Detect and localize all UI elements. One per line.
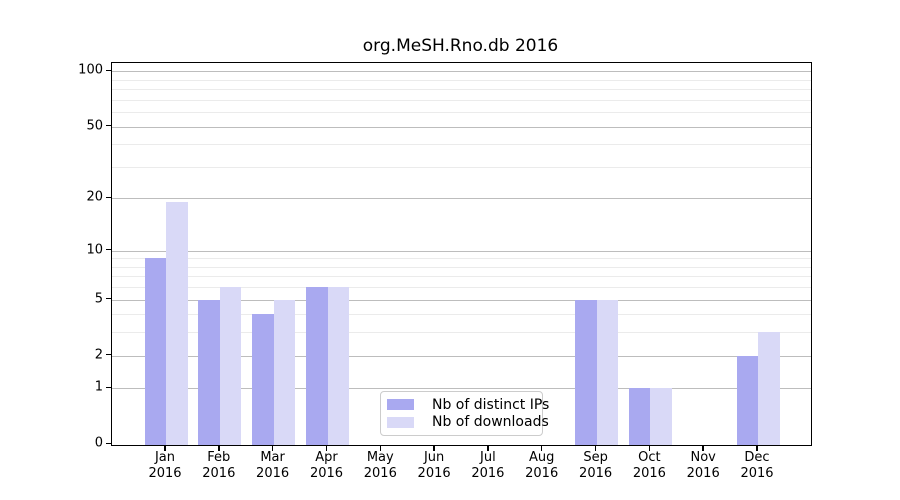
bar-distinct-ips-oct <box>628 388 651 445</box>
bar-distinct-ips-jan <box>144 258 166 445</box>
ytick-label-0: 0 <box>94 435 103 451</box>
bar-distinct-ips-sep <box>575 299 597 445</box>
xtick-mark-aug <box>540 445 543 451</box>
gridline-minor-60 <box>112 112 811 114</box>
gridline-minor-80 <box>112 89 811 91</box>
legend-label-distinct-ips: Nb of distinct IPs <box>432 396 550 413</box>
ytick-label-20: 20 <box>86 189 103 205</box>
ytick-label-10: 10 <box>86 242 103 258</box>
gridline-minor-90 <box>112 79 811 81</box>
ytick-mark-50 <box>106 124 111 127</box>
xtick-label-jan: Jan 2016 <box>148 450 182 481</box>
gridline-major-50 <box>112 126 811 128</box>
bar-downloads-apr <box>327 287 349 445</box>
xtick-mark-oct <box>648 445 651 451</box>
xtick-mark-jul <box>487 445 489 451</box>
bar-distinct-ips-dec <box>736 355 758 445</box>
xtick-mark-may <box>379 445 382 451</box>
xtick-label-sep: Sep 2016 <box>579 450 613 481</box>
ytick-mark-100 <box>106 69 111 72</box>
xtick-label-mar: Mar 2016 <box>256 450 290 481</box>
gridline-major-1 <box>112 388 811 390</box>
xtick-mark-apr <box>325 445 328 451</box>
ytick-mark-2 <box>106 353 111 356</box>
bar-downloads-jan <box>166 202 188 445</box>
xtick-label-aug: Aug 2016 <box>525 450 559 481</box>
xtick-label-jun: Jun 2016 <box>417 450 451 481</box>
legend-item-distinct-ips: Nb of distinct IPs <box>387 396 549 413</box>
bar-downloads-feb <box>219 287 242 445</box>
bar-downloads-oct <box>650 388 672 445</box>
bar-downloads-sep <box>596 299 619 445</box>
xtick-mark-sep <box>594 445 597 451</box>
bar-distinct-ips-apr <box>306 287 328 445</box>
ytick-label-5: 5 <box>94 291 103 307</box>
chart-title: org.MeSH.Rno.db 2016 <box>362 36 559 56</box>
ytick-mark-1 <box>106 386 111 389</box>
ytick-label-2: 2 <box>94 347 103 363</box>
xtick-label-dec: Dec 2016 <box>740 450 774 481</box>
gridline-major-2 <box>112 355 811 357</box>
xtick-mark-mar <box>271 445 274 451</box>
gridline-minor-3 <box>112 332 811 334</box>
gridline-minor-8 <box>112 266 811 268</box>
xtick-mark-dec <box>756 445 758 451</box>
ytick-label-100: 100 <box>78 62 103 78</box>
gridline-major-100 <box>112 71 811 73</box>
legend: Nb of distinct IPs Nb of downloads <box>380 391 549 436</box>
ytick-label-50: 50 <box>86 118 103 134</box>
gridline-minor-7 <box>112 276 811 278</box>
xtick-mark-feb <box>218 445 220 451</box>
xtick-label-oct: Oct 2016 <box>632 450 666 481</box>
xtick-mark-jan <box>164 445 166 451</box>
gridline-minor-4 <box>112 314 811 316</box>
legend-item-downloads: Nb of downloads <box>387 414 549 431</box>
ytick-mark-0 <box>106 442 111 445</box>
bar-downloads-mar <box>273 299 296 445</box>
xtick-mark-jun <box>433 445 435 451</box>
gridline-minor-6 <box>112 287 811 289</box>
xtick-mark-nov <box>702 445 704 451</box>
xtick-label-jul: Jul 2016 <box>471 450 505 481</box>
xtick-label-apr: Apr 2016 <box>309 450 344 481</box>
gridline-major-10 <box>112 250 811 252</box>
plot-area: Nb of distinct IPs Nb of downloads <box>111 62 812 446</box>
bar-distinct-ips-mar <box>252 314 274 445</box>
xtick-label-nov: Nov 2016 <box>686 450 720 481</box>
ytick-label-1: 1 <box>94 379 103 395</box>
gridline-minor-9 <box>112 258 811 260</box>
bar-distinct-ips-feb <box>198 299 220 445</box>
xtick-label-may: May 2016 <box>363 450 397 481</box>
gridline-minor-30 <box>112 166 811 168</box>
ytick-mark-10 <box>106 248 111 251</box>
gridline-major-20 <box>112 198 811 200</box>
gridline-minor-40 <box>112 144 811 146</box>
bar-downloads-dec <box>758 332 780 445</box>
gridline-minor-70 <box>112 99 811 101</box>
gridline-major-5 <box>112 299 811 301</box>
legend-swatch-distinct-ips <box>387 399 414 411</box>
ytick-mark-5 <box>106 297 111 300</box>
xtick-label-feb: Feb 2016 <box>202 450 236 481</box>
legend-swatch-downloads <box>387 416 414 428</box>
legend-label-downloads: Nb of downloads <box>432 414 549 431</box>
ytick-mark-20 <box>106 196 111 199</box>
